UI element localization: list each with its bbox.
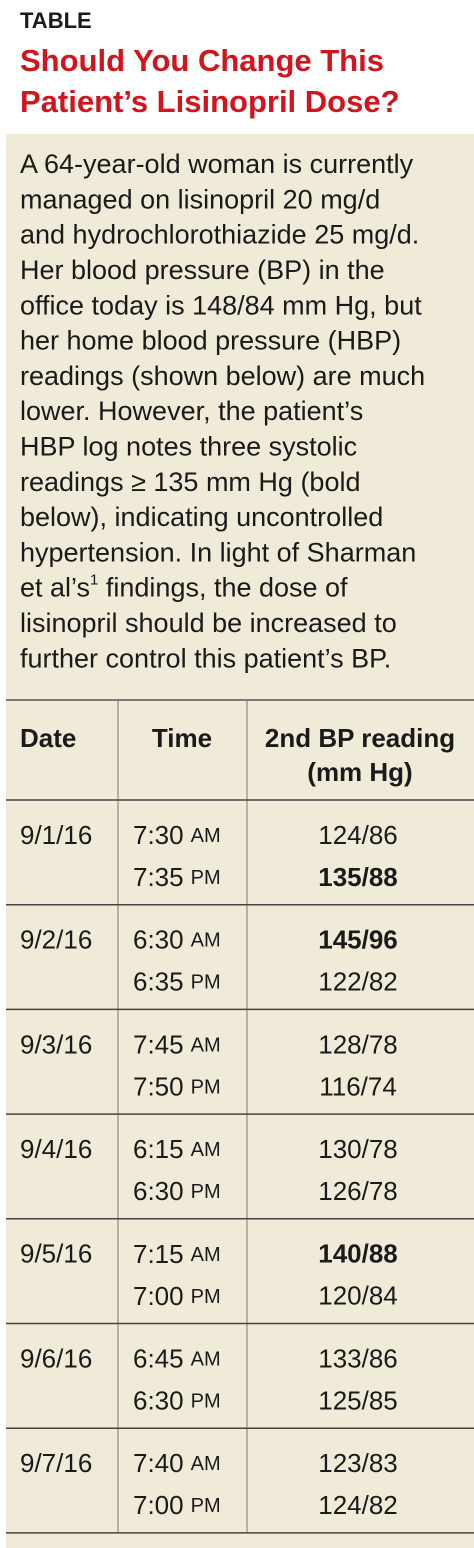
paragraph-line: hypertension. In light of Sharman [20,537,416,567]
paragraph-line: office today is 148/84 mm Hg, but [20,290,422,320]
time-value: 7:15 [133,1239,184,1269]
column-header: Time [152,723,212,753]
text-segment: et al’s [20,573,90,603]
paragraph-line: HBP log notes three systolic [20,432,357,462]
paragraph-line: Her blood pressure (BP) in the [20,255,385,285]
reading: 126/78 [318,1176,398,1206]
reading: 123/83 [318,1448,398,1478]
time: 6:30 PM [133,1385,221,1415]
reading: 124/82 [318,1490,398,1520]
period: PM [191,972,221,994]
time: 7:45 AM [133,1029,221,1059]
time-value: 6:30 [133,1385,184,1415]
reading: 122/82 [318,967,398,997]
time-value: 7:50 [133,1071,184,1101]
period: AM [191,1139,221,1161]
time: 7:00 PM [133,1490,221,1520]
label: TABLE [20,8,92,33]
time-value: 7:00 [133,1490,184,1520]
text-segment: findings, the dose of [98,573,348,603]
time: 7:40 AM [133,1448,221,1478]
paragraph-line: further control this patient’s BP. [20,643,391,673]
period: AM [191,1349,221,1371]
time-value: 6:30 [133,1176,184,1206]
period: AM [191,1244,221,1266]
time-value: 7:30 [133,820,184,850]
reading: 128/78 [318,1029,398,1059]
date: 9/4/16 [20,1134,92,1164]
time: 7:35 PM [133,862,221,892]
period: PM [191,1391,221,1413]
date: 9/2/16 [20,925,92,955]
reading: 135/88 [318,862,398,892]
paragraph-line: her home blood pressure (HBP) [20,326,401,356]
reading: 145/96 [318,925,398,955]
time-value: 7:40 [133,1448,184,1478]
reading: 140/88 [318,1239,398,1269]
reading: 120/84 [318,1281,398,1311]
period: AM [191,1453,221,1475]
paragraph-line: lower. However, the patient’s [20,396,363,426]
date: 9/7/16 [20,1448,92,1478]
title: Patient’s Lisinopril Dose? [20,84,400,119]
period: PM [191,867,221,889]
date: 9/6/16 [20,1343,92,1373]
reading: 125/85 [318,1385,398,1415]
period: AM [191,1035,221,1057]
time-value: 6:35 [133,967,184,997]
title: Should You Change This [20,43,384,78]
time: 6:15 AM [133,1134,221,1164]
period: PM [191,1495,221,1517]
time: 6:45 AM [133,1343,221,1373]
reading: 130/78 [318,1134,398,1164]
time: 7:30 AM [133,820,221,850]
time: 6:30 AM [133,925,221,955]
reading: 116/74 [319,1071,397,1101]
time-value: 6:30 [133,925,184,955]
time: 6:30 PM [133,1176,221,1206]
date: 9/5/16 [20,1239,92,1269]
column-header: Date [20,723,76,753]
period: PM [191,1181,221,1203]
period: AM [191,825,221,847]
period: PM [191,1077,221,1099]
time: 6:35 PM [133,967,221,997]
reading: 133/86 [318,1343,398,1373]
time-value: 7:00 [133,1281,184,1311]
paragraph-line: readings ≥ 135 mm Hg (bold [20,467,360,497]
date: 9/3/16 [20,1029,92,1059]
paragraph-line: readings (shown below) are much [20,361,425,391]
period: AM [191,930,221,952]
date: 9/1/16 [20,820,92,850]
time: 7:00 PM [133,1281,221,1311]
paragraph-line: lisinopril should be increased to [20,608,397,638]
superscript: 1 [90,572,98,589]
time: 7:50 PM [133,1071,221,1101]
reading: 124/86 [318,820,398,850]
time-value: 6:45 [133,1343,184,1373]
paragraph-line: below), indicating uncontrolled [20,502,383,532]
time: 7:15 AM [133,1239,221,1269]
period: PM [191,1286,221,1308]
paragraph-line: A 64-year-old woman is currently [20,149,414,179]
time-value: 6:15 [133,1134,184,1164]
panel [6,134,474,1548]
paragraph-line: et al’s1 findings, the dose of [20,572,348,603]
column-header: 2nd BP reading [265,723,455,753]
paragraph-line: managed on lisinopril 20 mg/d [20,184,380,214]
time-value: 7:45 [133,1029,184,1059]
time-value: 7:35 [133,862,184,892]
column-header: (mm Hg) [307,757,412,787]
paragraph-line: and hydrochlorothiazide 25 mg/d. [20,220,419,250]
